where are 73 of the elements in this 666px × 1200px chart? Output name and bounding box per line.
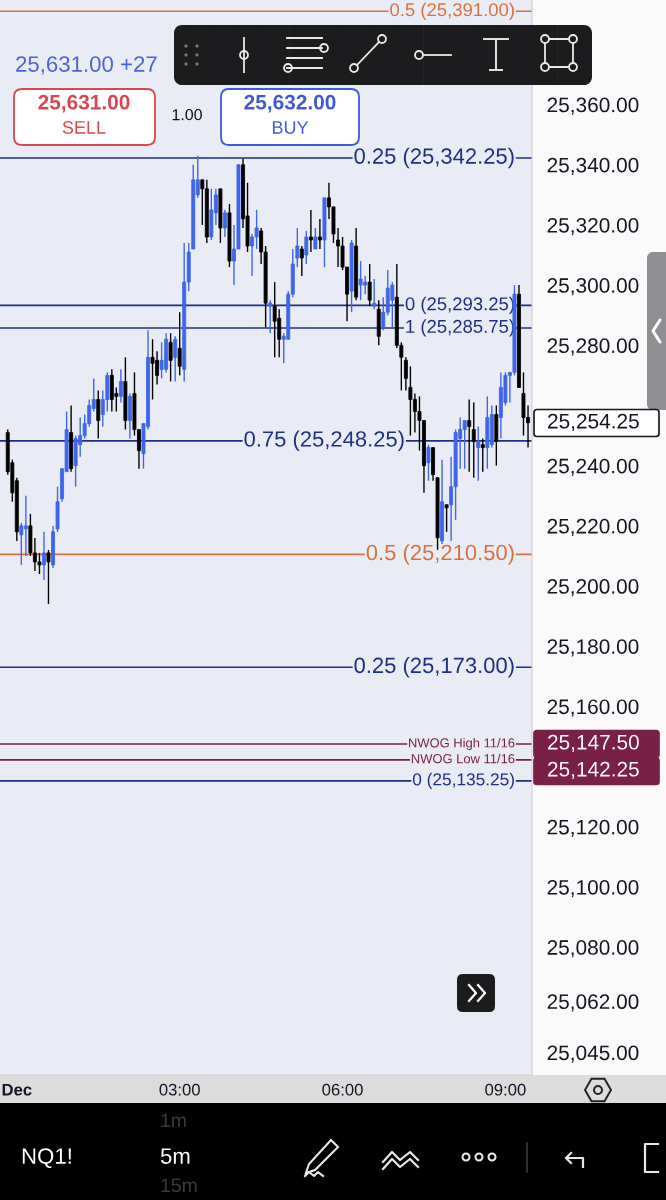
ref-line-label: NWOG Low 11/16 <box>411 753 515 764</box>
candlestick <box>42 531 46 581</box>
candlestick <box>444 504 449 533</box>
candlestick <box>317 218 322 250</box>
y-tick-label: 25,220.00 <box>547 518 639 537</box>
annotation: 1.00 <box>172 108 202 121</box>
candlestick <box>268 299 273 334</box>
ref-line-label: 0.5 (25,391.00) <box>390 2 514 20</box>
candlestick <box>23 495 28 557</box>
y-tick-label: 25,160.00 <box>547 699 639 717</box>
x-tick-label: Dec <box>2 1083 32 1096</box>
annotation: 25,631.00 +27 <box>16 56 157 75</box>
x-tick-label: 09:00 <box>485 1083 526 1096</box>
candlestick <box>159 341 164 380</box>
x-tick-label: 03:00 <box>159 1083 200 1096</box>
text: 25,147.50 <box>548 734 639 753</box>
annotation: 25,632.00 <box>244 94 336 113</box>
ref-line-label: 0.25 (25,173.00) <box>354 657 514 678</box>
candlestick <box>462 419 467 470</box>
y-tick-label: 25,320.00 <box>547 217 639 236</box>
text: 1m <box>161 1113 186 1128</box>
candlestick <box>295 227 300 268</box>
candlestick <box>308 209 313 253</box>
y-tick-label: 25,180.00 <box>547 639 639 657</box>
text: 15m <box>161 1178 197 1193</box>
ref-line-label: 0 (25,135.25) <box>412 772 514 789</box>
y-tick-label: 25,360.00 <box>547 97 639 115</box>
candlestick <box>150 338 155 401</box>
candlestick <box>304 230 309 265</box>
text: 25,254.25 <box>548 413 639 432</box>
y-tick-label: 25,045.00 <box>547 1045 639 1063</box>
candlestick <box>426 443 431 482</box>
candlestick <box>222 209 227 238</box>
y-tick-label: 25,240.00 <box>547 458 639 476</box>
annotation: BUY <box>272 121 309 134</box>
annotation: SELL <box>62 121 106 134</box>
text: NQ1! <box>22 1148 71 1168</box>
candlestick <box>390 281 395 328</box>
ref-line-label: 1 (25,285.75) <box>406 319 514 337</box>
candlestick <box>299 245 304 277</box>
candlestick <box>313 227 318 250</box>
text: 5m <box>160 1148 190 1164</box>
y-tick-label: 25,340.00 <box>547 157 639 175</box>
x-tick-label: 06:00 <box>322 1083 363 1096</box>
y-tick-label: 25,280.00 <box>547 338 639 356</box>
candlestick <box>168 332 173 383</box>
y-tick-label: 25,120.00 <box>547 819 639 837</box>
candlestick <box>480 437 485 473</box>
candlestick <box>46 549 51 605</box>
candlestick <box>173 335 178 383</box>
candlestick <box>118 368 123 404</box>
y-tick-label: 25,062.00 <box>547 994 639 1012</box>
ref-line-label: 0 (25,293.25) <box>405 296 514 315</box>
y-tick-label: 25,300.00 <box>547 278 639 296</box>
ref-line-label: 0.25 (25,342.25) <box>354 147 514 169</box>
candlestick <box>177 311 182 377</box>
candlestick <box>476 425 481 482</box>
candlestick <box>272 281 277 359</box>
candlestick <box>372 278 377 310</box>
y-tick-label: 25,080.00 <box>547 940 639 958</box>
candlestick <box>471 401 476 479</box>
candlestick <box>96 389 101 440</box>
candlestick <box>467 398 472 473</box>
y-tick-label: 25,200.00 <box>547 579 639 597</box>
ref-line-label: 0.5 (25,210.50) <box>366 544 514 565</box>
y-tick-label: 25,100.00 <box>547 879 639 898</box>
candlestick <box>358 260 363 301</box>
text: 25,142.25 <box>548 761 639 780</box>
candlestick <box>277 308 282 359</box>
annotation: 25,631.00 <box>38 94 130 113</box>
ref-line-label: 0.75 (25,248.25) <box>244 430 404 452</box>
ref-line-label: NWOG High 11/16 <box>409 737 515 751</box>
candlestick <box>367 263 372 307</box>
